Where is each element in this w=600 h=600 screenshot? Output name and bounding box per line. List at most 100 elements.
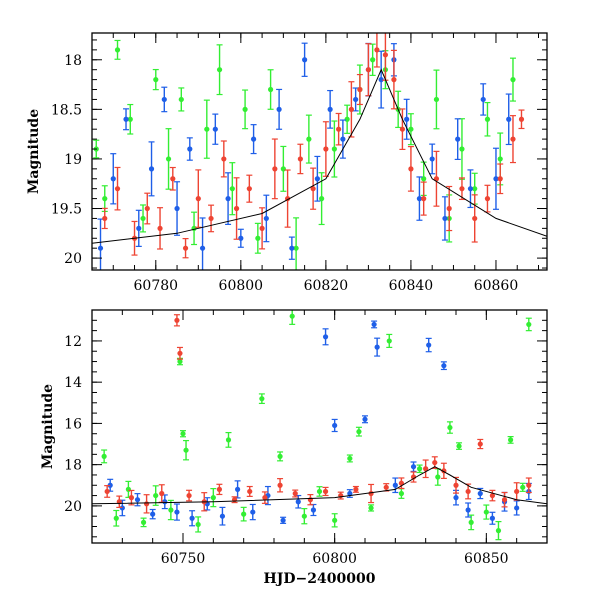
data-point xyxy=(425,337,432,353)
marker xyxy=(353,96,359,103)
data-point xyxy=(119,499,126,517)
marker xyxy=(344,116,350,122)
marker xyxy=(174,509,180,515)
marker xyxy=(514,505,520,511)
data-point xyxy=(186,137,193,161)
marker xyxy=(134,497,141,503)
data-point xyxy=(316,486,323,497)
marker xyxy=(168,507,174,513)
marker xyxy=(216,486,222,492)
data-point xyxy=(249,503,256,521)
marker xyxy=(484,116,491,122)
data-point xyxy=(416,464,423,474)
data-point xyxy=(352,485,359,493)
series-2 xyxy=(101,33,525,259)
x-tick-label: 60840 xyxy=(389,278,434,294)
marker xyxy=(347,455,353,462)
data-point xyxy=(505,93,512,146)
marker xyxy=(210,495,216,501)
y-tick-label: 14 xyxy=(64,375,82,391)
data-point xyxy=(518,109,525,130)
marker xyxy=(221,156,227,162)
data-point xyxy=(165,128,172,190)
data-point xyxy=(322,486,329,497)
marker xyxy=(374,344,380,350)
data-point xyxy=(174,181,181,236)
marker xyxy=(314,176,320,182)
data-point xyxy=(237,228,244,248)
data-point xyxy=(114,166,121,211)
marker xyxy=(219,513,226,519)
marker xyxy=(140,519,147,525)
marker xyxy=(293,245,299,251)
marker xyxy=(102,215,108,222)
data-point xyxy=(386,333,393,349)
y-tick-label: 16 xyxy=(64,416,82,432)
data-point xyxy=(212,113,219,145)
data-point xyxy=(310,503,317,517)
marker xyxy=(150,511,156,517)
marker xyxy=(472,215,478,222)
marker xyxy=(526,482,532,488)
marker xyxy=(199,245,206,251)
data-point xyxy=(152,485,159,506)
marker xyxy=(140,215,146,222)
marker xyxy=(242,106,248,112)
data-point xyxy=(173,314,180,327)
data-point xyxy=(135,209,142,247)
data-point xyxy=(454,118,461,161)
data-point xyxy=(495,521,502,541)
marker xyxy=(465,488,471,495)
series-0 xyxy=(93,39,516,270)
marker xyxy=(182,245,189,251)
data-point xyxy=(242,89,249,130)
marker xyxy=(404,116,410,122)
marker xyxy=(371,321,377,328)
data-point xyxy=(195,169,202,228)
data-point xyxy=(240,506,247,522)
marker xyxy=(280,517,286,523)
data-point xyxy=(484,184,491,213)
data-point xyxy=(489,489,496,502)
marker xyxy=(246,186,252,192)
data-point xyxy=(140,517,147,528)
marker xyxy=(180,431,186,437)
data-point xyxy=(509,57,516,102)
marker xyxy=(383,484,389,490)
marker xyxy=(250,136,257,142)
data-point xyxy=(104,485,111,498)
data-point xyxy=(263,194,270,243)
data-point xyxy=(167,499,174,521)
marker xyxy=(241,511,247,517)
marker xyxy=(159,490,165,497)
data-point xyxy=(416,176,423,221)
data-point xyxy=(204,497,211,511)
marker xyxy=(165,156,172,162)
panel-top: 60780 60800 60820 60840 60860 18 18.5 19 19.5 20 M… xyxy=(26,32,548,294)
data-point xyxy=(289,310,296,325)
data-point xyxy=(173,503,180,521)
data-point xyxy=(465,502,472,518)
marker xyxy=(480,96,486,103)
data-point xyxy=(392,477,399,494)
marker xyxy=(216,67,223,73)
marker xyxy=(247,488,253,495)
marker xyxy=(459,186,465,192)
data-point xyxy=(114,39,121,60)
data-point xyxy=(371,320,378,329)
data-point xyxy=(203,99,210,159)
marker xyxy=(177,358,183,365)
data-point xyxy=(446,185,453,232)
marker xyxy=(331,146,337,152)
data-point xyxy=(410,461,417,473)
data-point xyxy=(356,73,363,106)
marker xyxy=(332,422,338,429)
marker xyxy=(187,146,193,152)
data-point xyxy=(148,141,155,197)
data-point xyxy=(407,113,414,146)
data-point xyxy=(161,86,168,113)
marker xyxy=(426,342,432,348)
data-point xyxy=(258,393,265,405)
y-tick-label: 20 xyxy=(64,499,82,515)
data-point xyxy=(216,44,223,96)
